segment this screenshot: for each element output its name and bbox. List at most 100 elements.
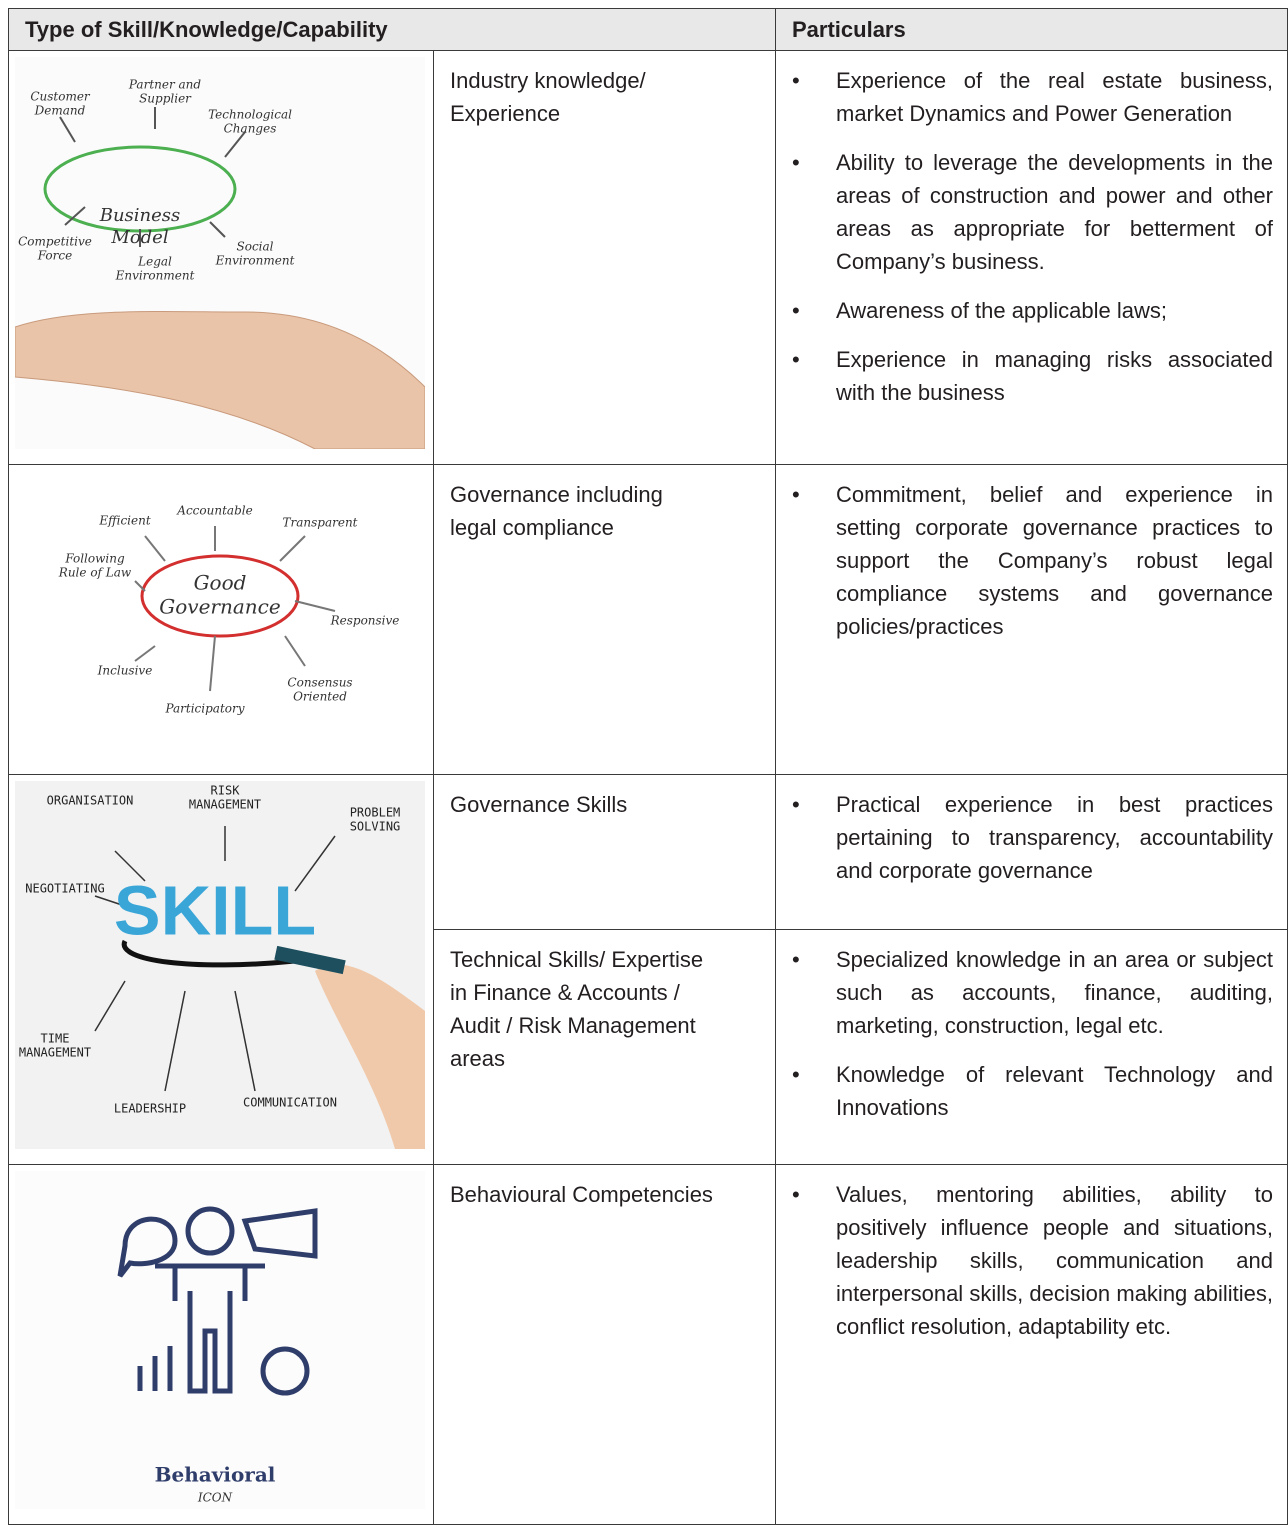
arrow [59,116,76,143]
image-label: Competitive [18,235,92,249]
type-cell: Industry knowledge/Experience [433,50,776,465]
image-label: Technological [208,108,292,122]
image-label: Participatory [164,702,244,716]
image-label: Transparent [282,516,357,530]
arrow [164,990,186,1092]
particulars-cell: Values, mentoring abilities, ability to … [775,1164,1288,1525]
table-body: Business Model Customer Demand Partner and Su… [8,50,1288,1525]
arrow [94,895,126,907]
arrow [209,635,216,692]
type-line: Audit / Risk Management [450,1012,696,1038]
bullet-list: Values, mentoring abilities, ability to … [776,1178,1273,1343]
type-cell: Governance Skills [433,774,776,930]
arrow [279,535,306,562]
header-cell: Particulars [775,8,1288,51]
image-cell: Good Governance Efficient Accountable Transp… [8,464,434,775]
table-row: Business Model Customer Demand Partner and Su… [8,50,1288,465]
particulars-cell: Practical experience in best practices p… [775,774,1288,930]
image-label: LEADERSHIP [114,1102,186,1116]
particulars-cell: Experience of the real estate business, … [775,50,1288,465]
governance-ring [140,554,300,638]
type-cell: Technical Skills/ Expertise in Finance & … [433,928,776,1166]
arrow [114,850,146,882]
arrow [94,980,126,1032]
arrow [224,131,246,158]
image-label: Oriented [293,690,347,704]
hand [14,310,426,450]
bars [137,1346,173,1391]
image-bg [15,1171,425,1509]
bullet-item: Experience in managing risks associated … [792,343,1273,409]
type-line: areas [450,1045,506,1071]
table-row: Behavioral ICON Behavioural Competencies Va… [8,1164,1288,1525]
particulars-cell: Commitment, belief and experience in set… [775,464,1288,775]
illustration: SKILLORGANISATIONRISKMANAGEMENTPROBLEMSO… [15,781,425,1149]
gear [260,1346,310,1396]
arrow [234,990,256,1092]
type-line: Governance Skills [450,792,628,817]
image-label: Demand [34,104,86,118]
table-row: SKILL ORGANISATION RISK MANAGEMENT PROBLEM SO… [8,774,1288,1165]
skills-table: Type of Skill/Knowledge/Capability Parti… [8,8,1288,1525]
image-cell: SKILL ORGANISATION RISK MANAGEMENT PROBLEM SO… [8,774,434,1165]
image-title: Governance [159,595,280,619]
image-label: Following [64,552,125,566]
image-label: Changes [224,122,277,136]
image-label: Rule of Law [58,566,132,580]
bullet-item: Practical experience in best practices p… [792,788,1273,887]
body [155,1263,265,1394]
bullet-list: Experience of the real estate business, … [776,64,1273,409]
type-line: Behavioural Competencies [450,1182,713,1207]
type-line: Technical Skills/ Expertise [450,946,704,972]
bullet-item: Knowledge of relevant Technology and Inn… [792,1058,1273,1124]
image-label: Legal [137,255,172,269]
image-label: Social [237,240,274,254]
header-cell: Type of Skill/Knowledge/Capability [8,8,776,51]
bullet-list: Practical experience in best practices p… [776,788,1273,887]
type-line: in Finance & Accounts / [450,979,680,1005]
image-cell: Behavioral ICON [8,1164,434,1525]
type-line: Governance including [450,482,663,507]
image-label: Efficient [98,514,150,528]
image-title: SKILL [114,871,316,949]
image-label: Inclusive [97,664,153,678]
image-label: ICON [197,1491,233,1505]
image-label: PROBLEM [350,806,401,820]
marker-stroke [121,939,296,968]
header-row: Type of Skill/Knowledge/Capability Parti… [8,8,1288,51]
bullet-item: Experience of the real estate business, … [792,64,1273,130]
image-label: Environment [215,254,295,268]
image-label: Consensus [287,676,352,690]
image-title: Behavioral [155,1463,276,1487]
image-label: Partner and [128,78,202,92]
bullet-item: Awareness of the applicable laws; [792,294,1273,327]
arrow [294,600,336,612]
hand [315,964,425,1149]
bullet-item: Specialized knowledge in an area or subj… [792,943,1273,1042]
image-title: Model [110,227,168,248]
arrow [209,221,226,238]
table-row: Technical Skills/ Expertise in Finance & … [9,928,1288,1166]
particulars-cell: Specialized knowledge in an area or subj… [775,928,1288,1166]
type-cell: Behavioural Competencies [433,1164,776,1525]
bullet-item: Ability to leverage the developments in … [792,146,1273,278]
type-cell: Governance including legal compliance [433,464,776,775]
image-title: Business [99,205,181,226]
arrow [294,835,336,892]
illustration: Behavioral ICON [15,1171,425,1509]
marker [274,945,346,975]
image-label: Environment [115,269,195,283]
table-row: Good Governance Efficient Accountable Transp… [8,464,1288,775]
image-label: RISK [211,784,241,798]
bullet-item: Commitment, belief and experience in set… [792,478,1273,643]
image-label: SOLVING [350,820,401,834]
image-label: COMMUNICATION [243,1096,337,1110]
image-label: Responsive [330,614,400,628]
image-label: Customer [30,90,91,104]
image-title: Good [194,571,247,595]
speech-left [117,1216,178,1278]
arrow [144,535,166,562]
type-line: Industry knowledge/ [450,68,646,93]
